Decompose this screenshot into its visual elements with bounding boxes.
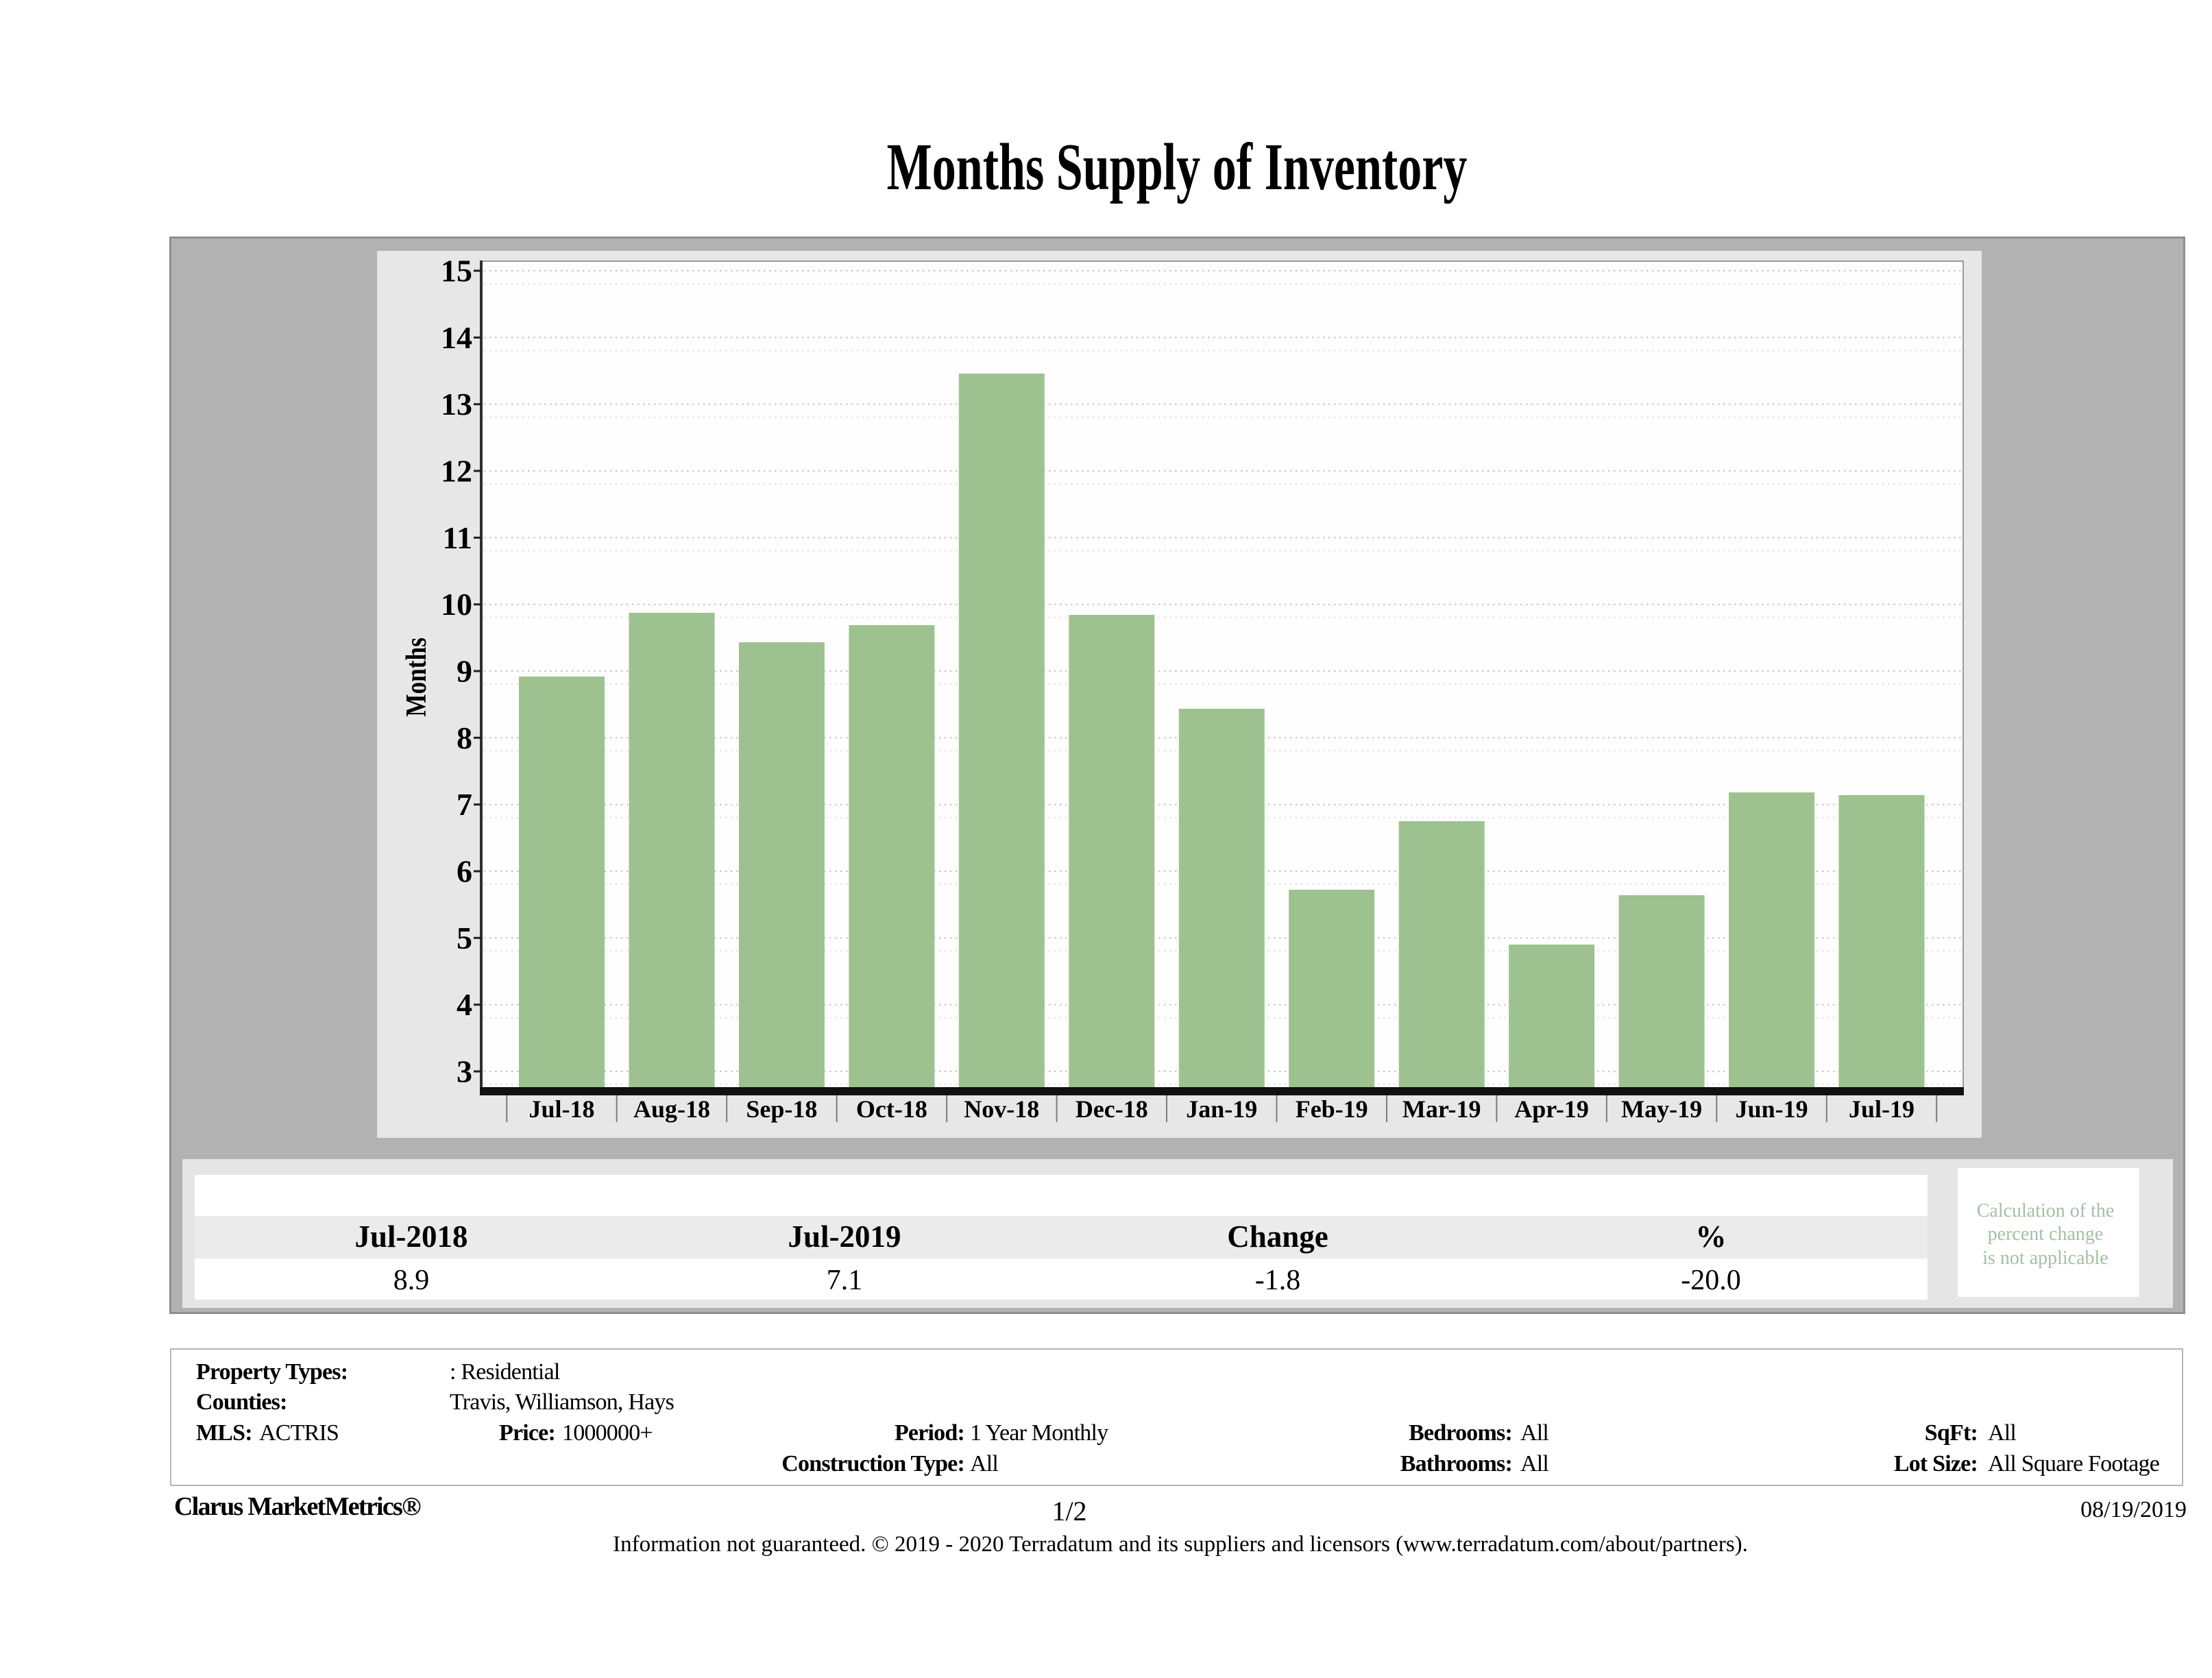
svg-text:5: 5	[457, 921, 472, 956]
svg-text:14: 14	[441, 320, 472, 355]
svg-text:15: 15	[441, 254, 472, 289]
svg-text:May-19: May-19	[1621, 1095, 1702, 1123]
svg-text:11: 11	[443, 520, 472, 555]
svg-text:3: 3	[457, 1054, 472, 1089]
svg-text:Nov-18: Nov-18	[964, 1095, 1039, 1123]
svg-text:9: 9	[457, 654, 472, 689]
svg-text:12: 12	[441, 454, 472, 489]
svg-text:Dec-18: Dec-18	[1075, 1095, 1148, 1123]
svg-text:7: 7	[457, 787, 472, 822]
svg-text:Feb-19: Feb-19	[1296, 1095, 1368, 1123]
svg-text:Jan-19: Jan-19	[1186, 1095, 1257, 1123]
svg-text:Jun-19: Jun-19	[1736, 1095, 1808, 1123]
svg-text:Aug-18: Aug-18	[633, 1095, 710, 1123]
svg-text:Jul-19: Jul-19	[1849, 1095, 1915, 1123]
svg-text:Apr-19: Apr-19	[1514, 1095, 1589, 1123]
svg-text:Mar-19: Mar-19	[1402, 1095, 1481, 1123]
svg-text:4: 4	[457, 987, 472, 1022]
svg-text:8: 8	[457, 720, 472, 755]
svg-text:13: 13	[441, 387, 472, 422]
svg-text:6: 6	[457, 854, 472, 889]
svg-text:Jul-18: Jul-18	[528, 1095, 594, 1123]
svg-text:Months: Months	[400, 637, 433, 717]
svg-text:Sep-18: Sep-18	[746, 1095, 817, 1123]
svg-text:10: 10	[441, 587, 472, 622]
svg-text:Oct-18: Oct-18	[856, 1095, 927, 1123]
